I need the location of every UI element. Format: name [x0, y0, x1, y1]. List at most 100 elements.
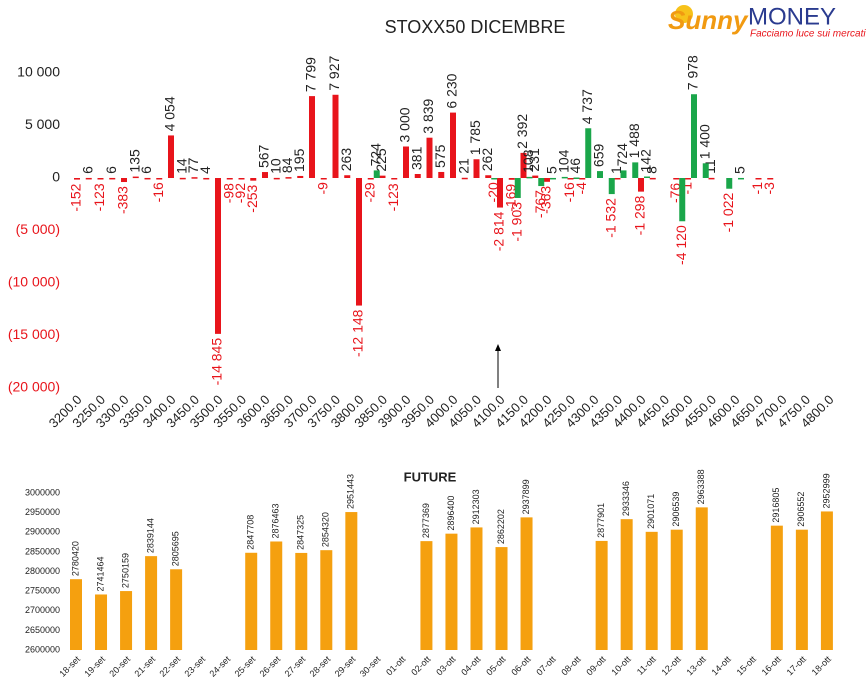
data-label: 14: [173, 158, 189, 174]
x-tick-label: 13-ott: [684, 654, 708, 678]
bar: [373, 170, 380, 178]
data-label: 6: [79, 166, 95, 174]
y-tick-label: (20 000): [8, 379, 60, 395]
bar: [597, 171, 603, 178]
data-label: -20: [485, 182, 501, 202]
bar: [645, 531, 658, 650]
bar: [649, 177, 656, 180]
data-label: 381: [408, 146, 424, 170]
bar: [620, 519, 633, 650]
data-label: 21: [455, 158, 471, 174]
bar: [532, 175, 539, 178]
data-label: 6: [138, 166, 154, 174]
y-tick-label: 5 000: [25, 116, 60, 132]
bar: [595, 540, 608, 650]
bar: [514, 178, 521, 198]
bar: [685, 178, 691, 180]
x-tick-label: 21-set: [132, 654, 157, 679]
data-label: 262: [479, 148, 495, 172]
bar: [85, 177, 92, 180]
data-label: 1 488: [626, 123, 642, 158]
bar: [497, 178, 503, 208]
data-label: 10: [267, 158, 283, 174]
data-label: 2933346: [621, 481, 631, 516]
bar: [520, 152, 527, 178]
data-label: 263: [338, 148, 354, 172]
data-label: 4 054: [162, 96, 178, 131]
bar: [95, 594, 108, 650]
bar: [726, 178, 733, 189]
data-label: 3 839: [420, 98, 436, 133]
bar: [297, 175, 304, 178]
bar: [179, 177, 186, 180]
data-label: 4 737: [579, 89, 595, 124]
x-tick-label: 18-set: [57, 654, 82, 679]
data-label: 6: [103, 166, 119, 174]
bar: [391, 178, 398, 180]
bar: [767, 178, 774, 180]
data-label: 2952999: [821, 473, 831, 508]
data-label: 5: [732, 166, 748, 174]
bar: [345, 512, 358, 650]
bar: [245, 552, 258, 650]
data-label: -1 022: [720, 193, 736, 233]
y-tick-label: 2900000: [25, 527, 60, 537]
bar: [738, 177, 744, 180]
bar: [550, 177, 556, 180]
bar: [109, 177, 116, 180]
data-label: -12 148: [350, 309, 366, 357]
bar: [755, 178, 762, 180]
bar: [614, 177, 621, 180]
logo-tagline: Facciamo luce sui mercati: [750, 29, 866, 40]
data-label: 2906552: [796, 492, 806, 527]
data-label: 5: [544, 166, 560, 174]
data-label: -14 845: [209, 338, 225, 386]
bar: [70, 579, 82, 650]
data-label: -1: [749, 182, 765, 195]
data-label: 195: [291, 148, 307, 172]
data-label: 2896400: [446, 496, 456, 531]
bar: [420, 541, 433, 650]
data-label: 225: [373, 148, 389, 172]
x-tick-label: 24-set: [208, 654, 233, 679]
x-tick-label: 26-set: [258, 654, 283, 679]
bar: [295, 552, 308, 650]
bar: [508, 178, 515, 180]
data-label: 2876463: [271, 503, 281, 538]
data-label: 724: [367, 143, 383, 167]
bar: [491, 178, 498, 180]
data-label: -383: [115, 186, 131, 214]
data-label: 3 000: [397, 107, 413, 142]
bar: [170, 569, 183, 650]
x-tick-label: 08-ott: [559, 654, 583, 678]
data-label: -98: [220, 183, 236, 203]
bar: [670, 529, 683, 650]
bar: [445, 533, 458, 650]
bar: [262, 172, 268, 178]
bar: [795, 529, 808, 650]
logo: Sunny MONEY Facciamo luce sui mercati: [668, 3, 866, 39]
data-label: 2963388: [696, 469, 706, 504]
data-label: 7 799: [303, 57, 319, 92]
data-label: 2854320: [321, 512, 331, 547]
data-label: 108: [520, 149, 536, 173]
data-label: 2 392: [514, 114, 530, 149]
bar: [238, 178, 245, 180]
bar: [673, 178, 680, 180]
bar: [156, 178, 163, 180]
bar: [485, 175, 492, 178]
bar: [145, 556, 158, 650]
x-tick-label: 12-ott: [659, 654, 683, 678]
data-label: 2937899: [521, 479, 531, 514]
bar: [285, 177, 292, 179]
x-tick-label: 18-ott: [810, 654, 834, 678]
x-tick-label: 23-set: [182, 654, 207, 679]
y-tick-label: 3000000: [25, 487, 60, 497]
annotation-arrow-head: [495, 344, 501, 351]
y-tick-label: 2600000: [25, 644, 60, 654]
bar: [679, 178, 686, 222]
bar: [226, 178, 233, 180]
data-label: -767: [532, 190, 548, 218]
x-tick-label: 01-ott: [384, 654, 408, 678]
